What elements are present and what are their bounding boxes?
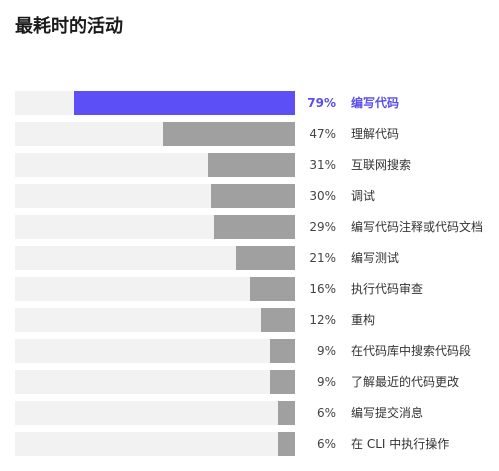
bar-row: 29% 编写代码注释或代码文档 <box>0 215 499 239</box>
bar-row: 12% 重构 <box>0 308 499 332</box>
category-label: 在 CLI 中执行操作 <box>351 437 450 451</box>
bar-row: 16% 执行代码审查 <box>0 277 499 301</box>
bar-track <box>15 91 295 115</box>
category-label: 编写测试 <box>351 251 400 265</box>
bar-track <box>15 339 295 363</box>
bar-track <box>15 246 295 270</box>
bar-track <box>15 308 295 332</box>
bar <box>208 153 295 177</box>
bar-row: 6% 编写提交消息 <box>0 401 499 425</box>
value-label: 47% <box>309 127 336 141</box>
value-label: 6% <box>316 437 336 451</box>
bar-row: 30% 调试 <box>0 184 499 208</box>
bar-track <box>15 122 295 146</box>
bar-row: 9% 了解最近的代码更改 <box>0 370 499 394</box>
bar-row: 47% 理解代码 <box>0 122 499 146</box>
category-label: 了解最近的代码更改 <box>351 375 460 389</box>
value-label: 79% <box>307 96 336 110</box>
bar-track <box>15 370 295 394</box>
category-label: 编写提交消息 <box>351 406 424 420</box>
bar-track <box>15 277 295 301</box>
value-label: 30% <box>309 189 336 203</box>
bar <box>236 246 295 270</box>
category-label: 编写代码 <box>351 96 400 110</box>
category-label: 执行代码审查 <box>351 282 424 296</box>
category-label: 互联网搜索 <box>351 158 412 172</box>
bar-row: 31% 互联网搜索 <box>0 153 499 177</box>
bar <box>278 401 295 425</box>
bar <box>163 122 295 146</box>
bar-row: 9% 在代码库中搜索代码段 <box>0 339 499 363</box>
bar <box>211 184 295 208</box>
bar <box>270 370 295 394</box>
value-label: 6% <box>316 406 336 420</box>
category-label: 编写代码注释或代码文档 <box>351 220 484 234</box>
category-label: 调试 <box>351 189 376 203</box>
value-label: 16% <box>309 282 336 296</box>
bar-track <box>15 401 295 425</box>
bar <box>214 215 295 239</box>
bar-track <box>15 432 295 456</box>
bar-row: 21% 编写测试 <box>0 246 499 270</box>
bar-row: 6% 在 CLI 中执行操作 <box>0 432 499 456</box>
value-label: 21% <box>309 251 336 265</box>
bar-track <box>15 215 295 239</box>
bar-row: 79% 编写代码 <box>0 91 499 115</box>
chart-title: 最耗时的活动 <box>15 16 123 37</box>
bar-track <box>15 184 295 208</box>
value-label: 29% <box>309 220 336 234</box>
bar-track <box>15 153 295 177</box>
category-label: 在代码库中搜索代码段 <box>351 344 472 358</box>
value-label: 9% <box>316 344 336 358</box>
bar <box>261 308 295 332</box>
bar <box>250 277 295 301</box>
category-label: 重构 <box>351 313 376 327</box>
value-label: 31% <box>309 158 336 172</box>
category-label: 理解代码 <box>351 127 400 141</box>
bar <box>270 339 295 363</box>
value-label: 12% <box>309 313 336 327</box>
value-label: 9% <box>316 375 336 389</box>
bar <box>278 432 295 456</box>
bar <box>74 91 295 115</box>
